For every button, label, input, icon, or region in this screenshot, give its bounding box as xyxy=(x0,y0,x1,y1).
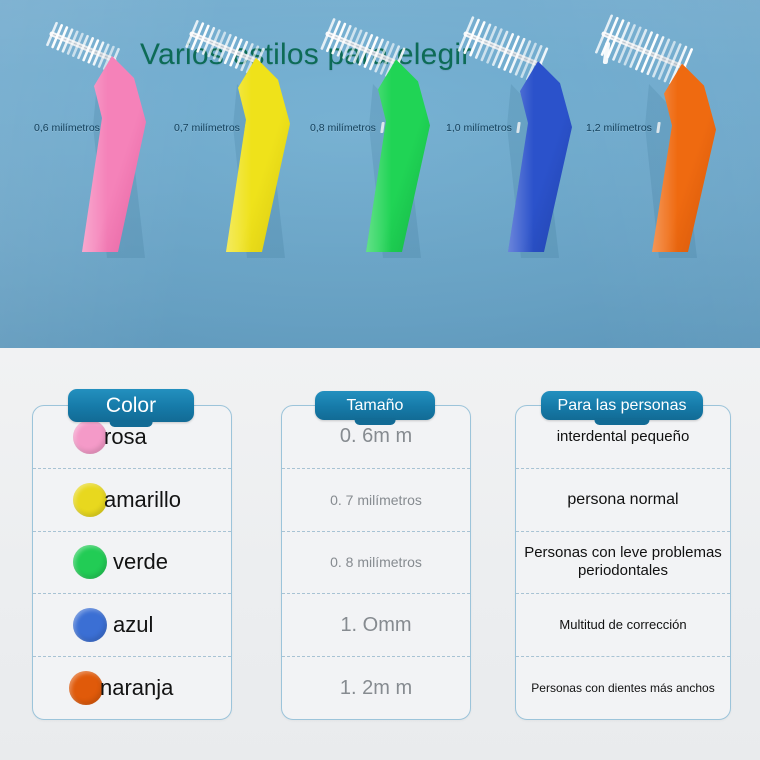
size-card-header-tab[interactable]: Tamaño xyxy=(315,391,435,420)
size-label-2: 0. 8 milímetros xyxy=(330,554,422,571)
table-row[interactable]: naranja xyxy=(33,657,231,719)
table-row[interactable]: Multitud de corrección xyxy=(516,594,730,658)
color-label-rosa: rosa xyxy=(104,423,147,449)
size-label-3: 1. Omm xyxy=(340,613,412,636)
table-row[interactable]: amarillo xyxy=(33,469,231,532)
size-card-header-label: Tamaño xyxy=(346,396,404,414)
table-row[interactable]: persona normal xyxy=(516,469,730,532)
people-label-4: Personas con dientes más anchos xyxy=(531,680,715,695)
interdental-brush-naranja xyxy=(578,0,760,260)
table-row[interactable]: Personas con dientes más anchos xyxy=(516,657,730,719)
people-label-2: Personas con leve problemas periodontale… xyxy=(524,544,722,580)
color-swatch-verde xyxy=(73,545,107,580)
table-row[interactable]: interdental pequeño xyxy=(516,406,730,469)
table-row[interactable]: azul xyxy=(33,594,231,658)
brush-caption-2: 0,8 milímetros xyxy=(310,122,385,134)
size-card-rows: 0. 6m m 0. 7 milímetros 0. 8 milímetros … xyxy=(282,406,470,719)
people-label-0: interdental pequeño xyxy=(556,427,690,445)
interdental-brush-azul xyxy=(440,0,640,260)
color-swatch-naranja xyxy=(69,671,103,706)
table-row[interactable]: Personas con leve problemas periodontale… xyxy=(516,532,730,595)
table-row[interactable]: 0. 7 milímetros xyxy=(282,469,470,532)
people-card-rows: interdental pequeño persona normal Perso… xyxy=(516,406,730,719)
interdental-brush-amarillo xyxy=(166,0,366,260)
people-card: interdental pequeño persona normal Perso… xyxy=(515,405,731,720)
brush-caption-0: 0,6 milímetros xyxy=(34,122,109,134)
brush-caption-1: 0,7 milímetros xyxy=(174,122,249,134)
brush-caption-text-0: 0,6 milímetros xyxy=(34,122,100,134)
color-card: rosa amarillo verde azul naranja xyxy=(32,405,232,720)
size-label-4: 1. 2m m xyxy=(339,676,413,699)
product-photo-hero: Varios estilos para elegir 0,6 milímetro… xyxy=(0,0,760,348)
color-label-verde: verde xyxy=(113,549,169,575)
table-row[interactable]: 1. 2m m xyxy=(282,657,470,719)
brush-caption-text-1: 0,7 milímetros xyxy=(174,122,240,134)
people-card-header-tab[interactable]: Para las personas xyxy=(541,391,703,420)
size-label-0: 0. 6m m xyxy=(339,425,413,448)
table-row[interactable]: 0. 6m m xyxy=(282,406,470,469)
brush-caption-4: 1,2 milímetros xyxy=(586,122,661,134)
table-row[interactable]: 0. 8 milímetros xyxy=(282,532,470,595)
color-swatch-rosa xyxy=(73,419,107,454)
table-row[interactable]: 1. Omm xyxy=(282,594,470,658)
people-label-3: Multitud de corrección xyxy=(559,617,687,633)
specification-panel: rosa amarillo verde azul naranja Color 0… xyxy=(0,348,760,760)
people-card-header-label: Para las personas xyxy=(557,396,687,414)
brush-caption-3: 1,0 milímetros xyxy=(446,122,521,134)
color-label-amarillo: amarillo xyxy=(104,486,182,512)
people-label-1: persona normal xyxy=(567,490,679,508)
interdental-brush-verde xyxy=(302,0,502,260)
table-row[interactable]: rosa xyxy=(33,406,231,469)
brush-caption-text-3: 1,0 milímetros xyxy=(446,122,512,134)
size-card: 0. 6m m 0. 7 milímetros 0. 8 milímetros … xyxy=(281,405,471,720)
color-swatch-amarillo xyxy=(73,482,107,517)
table-row[interactable]: verde xyxy=(33,532,231,595)
color-label-naranja: naranja xyxy=(100,675,174,701)
interdental-brush-rosa xyxy=(26,0,226,260)
color-label-azul: azul xyxy=(113,612,154,638)
color-card-rows: rosa amarillo verde azul naranja xyxy=(33,406,231,719)
color-card-header-label: Color xyxy=(105,393,157,417)
color-card-header-tab[interactable]: Color xyxy=(68,389,194,422)
brush-caption-text-2: 0,8 milímetros xyxy=(310,122,376,134)
brush-caption-text-4: 1,2 milímetros xyxy=(586,122,652,134)
size-label-1: 0. 7 milímetros xyxy=(330,491,422,508)
color-swatch-azul xyxy=(73,608,107,643)
